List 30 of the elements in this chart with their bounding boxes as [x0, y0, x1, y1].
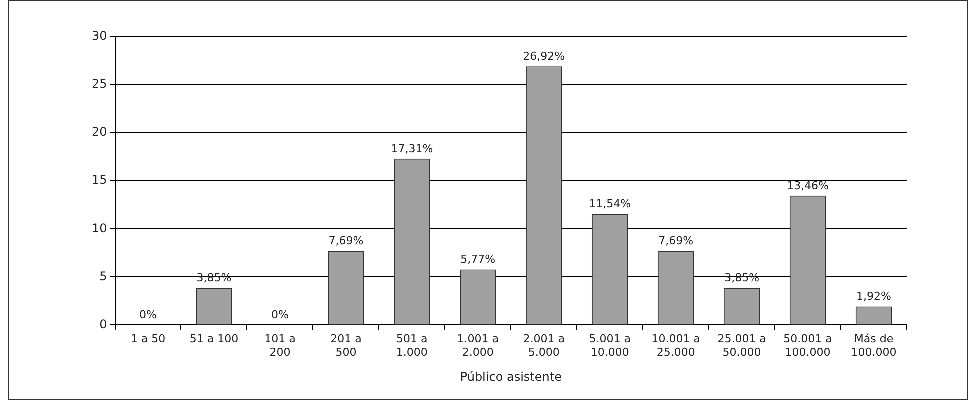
data-label: 13,46% [787, 179, 830, 192]
x-tick-label: 101 a 200 [264, 332, 296, 359]
data-label: 7,69% [328, 234, 364, 248]
y-tick-label: 30 [92, 29, 108, 44]
data-label: 1,92% [856, 290, 892, 304]
x-tick-label: Más de 100.000 [851, 332, 897, 359]
data-label: 0% [271, 308, 289, 322]
x-tick-label: 2.001 a 5.000 [523, 332, 565, 359]
x-axis-title: Público asistente [460, 370, 562, 384]
data-label: 26,92% [523, 50, 566, 63]
x-tick-label: 5.001 a 10.000 [589, 332, 631, 359]
data-label: 11,54% [589, 198, 632, 211]
y-tick-label: 15 [92, 173, 108, 188]
y-tick-label: 20 [92, 125, 108, 140]
y-tick-label: 5 [100, 269, 108, 284]
x-tick-label: 25.001 a 50.000 [718, 332, 766, 359]
y-tick-label: 25 [92, 77, 108, 92]
x-tick-label: 50.001 a 100.000 [784, 332, 832, 359]
x-tick-label: 501 a 1.000 [396, 332, 428, 359]
x-tick-label: 51 a 100 [190, 332, 239, 346]
x-tick-label: 1 a 50 [130, 332, 166, 346]
data-label: 0% [140, 308, 157, 322]
x-tick-label: 1.001 a 2.000 [457, 332, 500, 359]
data-label: 17,31% [391, 142, 434, 156]
data-label: 7,69% [658, 234, 694, 248]
x-tick-label: 10.001 a 25.000 [652, 332, 700, 359]
y-tick-label: 10 [92, 221, 108, 236]
x-tick-label: 201 a 500 [330, 332, 362, 359]
y-tick-label: 0 [100, 317, 108, 332]
data-label: 5,77% [460, 253, 496, 266]
